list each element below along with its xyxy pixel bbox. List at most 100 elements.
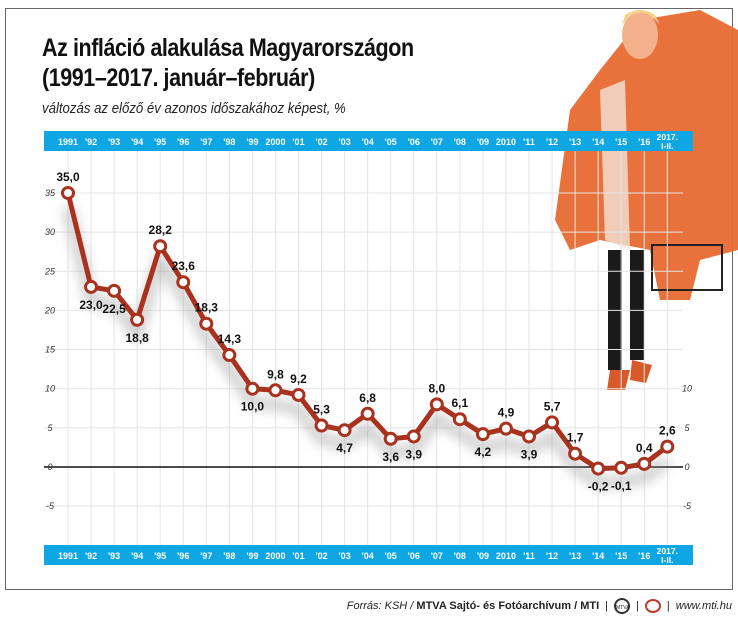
data-point [360,406,375,421]
data-label: 14,3 [218,332,242,346]
year-label: '96 [177,137,189,147]
chart-frame [5,8,733,590]
year-label: '05 [385,137,397,147]
year-label: '06 [408,137,420,147]
year-label: '05 [385,551,397,561]
year-label: '12 [546,137,558,147]
data-point [545,415,560,430]
year-label: '16 [638,551,650,561]
year-label: 2017. [657,132,678,142]
y-tick-right: 0 [684,462,689,472]
data-label: 4,9 [498,406,515,420]
data-label: 9,2 [290,372,307,386]
year-label: '15 [615,551,627,561]
year-label: '09 [477,137,489,147]
y-tick-left: 15 [45,345,56,355]
year-label: '97 [200,551,212,561]
year-label: '99 [246,137,258,147]
year-label: '02 [315,551,327,561]
data-label: 3,9 [405,447,422,461]
year-label: '92 [85,551,97,561]
year-label: 2000 [265,137,285,147]
data-label: 18,8 [125,331,149,345]
data-label: 4,7 [336,441,353,455]
y-tick-right: 10 [682,384,692,394]
y-tick-left: 25 [44,266,56,276]
data-point [614,460,629,475]
data-point [199,316,214,331]
woman-shopping-illustration [555,10,738,390]
year-label: '93 [108,551,120,561]
year-label: '08 [454,137,466,147]
data-point [268,383,283,398]
data-point [498,421,513,436]
data-point [337,423,352,438]
chart-title-period: (1991–2017. január–február) [42,64,315,92]
year-label: '06 [408,551,420,561]
chart-title: Az infláció alakulása Magyarországon [42,34,414,62]
y-tick-left: 5 [47,423,53,433]
year-label: '94 [131,551,143,561]
data-point [660,439,675,454]
data-label: 9,8 [267,367,284,381]
year-label: '11 [523,137,535,147]
data-label: 23,0 [79,298,103,312]
year-bar-top [44,131,693,151]
year-label: '14 [592,137,604,147]
data-point [222,348,237,363]
year-label: '14 [592,551,604,561]
year-label: '95 [154,137,166,147]
data-label: 5,3 [313,403,330,417]
year-label: 2010 [496,137,516,147]
y-tick-left: 20 [44,305,55,315]
year-label: '93 [108,137,120,147]
source-text: Forrás: KSH / MTVA Sajtó- és Fotóarchívu… [346,600,600,612]
year-label: '15 [615,137,627,147]
data-point [429,397,444,412]
year-label: '07 [431,551,443,561]
data-label: 23,6 [172,259,196,273]
data-label: 10,0 [241,400,265,414]
data-point [383,431,398,446]
data-point [130,312,145,327]
data-point [591,461,606,476]
website-link[interactable]: www.mti.hu [675,600,732,612]
data-label: 22,5 [102,302,126,316]
year-label: '01 [292,551,304,561]
year-label: 1991 [58,551,78,561]
data-label: 6,1 [452,396,469,410]
y-tick-left: 10 [45,384,55,394]
year-label: '01 [292,137,304,147]
data-point [637,456,652,471]
year-label: I-II. [661,141,673,151]
data-point [475,427,490,442]
year-label: '94 [131,137,143,147]
year-label: '12 [546,551,558,561]
year-label: '92 [85,137,97,147]
mtva-logo: MTVA [614,598,631,614]
data-point [153,239,168,254]
y-tick-left: -5 [46,501,55,511]
mti-logo [644,599,661,613]
year-label: 2010 [496,551,516,561]
data-label: 5,7 [544,399,561,413]
data-label: 3,6 [382,450,399,464]
year-label: '09 [477,551,489,561]
year-label: '13 [569,137,581,147]
year-label: '95 [154,551,166,561]
data-label: 35,0 [56,170,80,184]
data-point [61,185,75,200]
data-point [568,446,583,461]
y-tick-right: 5 [684,423,690,433]
chart-subtitle: változás az előző év azonos időszakához … [42,100,346,117]
data-point [452,412,467,427]
year-label: '13 [569,551,581,561]
year-label: '08 [454,551,466,561]
data-label: -0,1 [611,479,632,493]
data-label: 2,6 [659,424,676,438]
year-label: 2017. [657,546,678,556]
y-tick-left: 0 [47,462,52,472]
data-point [107,283,122,298]
data-label: 18,3 [195,301,219,315]
